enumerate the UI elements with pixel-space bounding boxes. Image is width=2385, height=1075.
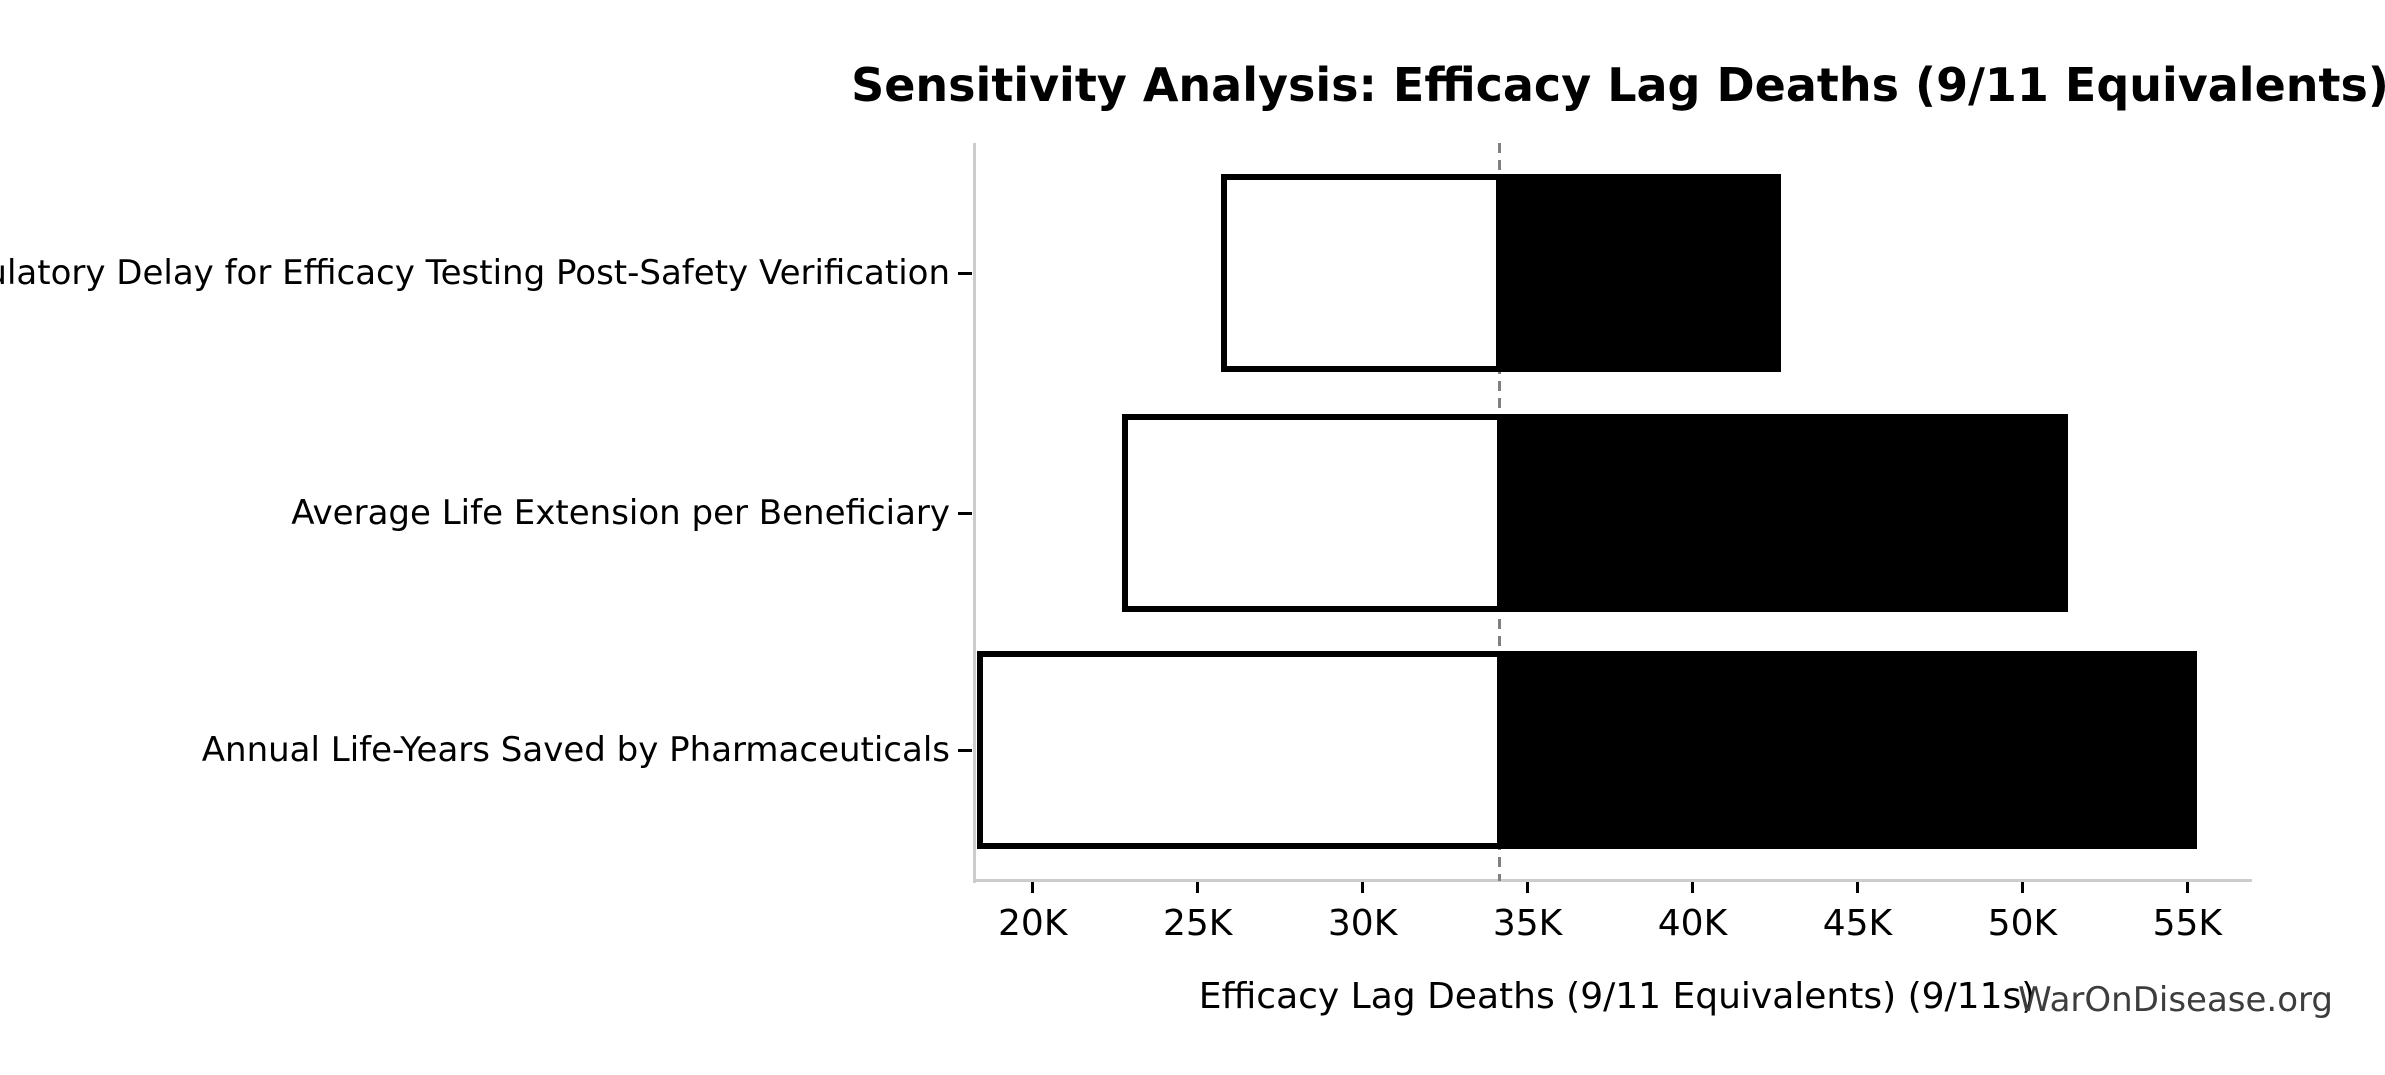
- x-tick-mark: [2185, 882, 2189, 893]
- y-tick-mark: [958, 271, 972, 275]
- x-tick-mark: [2020, 882, 2024, 893]
- bar-low-segment: [1122, 414, 1503, 612]
- x-axis-spine: [973, 879, 2252, 882]
- x-tick-label: 20K: [998, 903, 1068, 944]
- x-axis-label: Efficacy Lag Deaths (9/11 Equivalents) (…: [1198, 976, 2036, 1017]
- watermark-text: WarOnDisease.org: [2018, 980, 2333, 1020]
- x-tick-label: 55K: [2152, 903, 2223, 944]
- x-tick-label: 30K: [1327, 903, 1398, 944]
- y-tick-mark: [958, 511, 972, 515]
- x-tick-label: 50K: [1987, 903, 2058, 944]
- x-tick-mark: [1690, 882, 1694, 893]
- x-tick-mark: [1526, 882, 1530, 893]
- y-axis-spine: [973, 143, 976, 883]
- bar-low-segment: [976, 651, 1503, 849]
- y-axis-category-label: Regulatory Delay for Efficacy Testing Po…: [0, 253, 950, 293]
- x-tick-label: 40K: [1657, 903, 1728, 944]
- y-tick-mark: [958, 748, 972, 752]
- y-axis-category-label: Average Life Extension per Beneficiary: [291, 493, 950, 533]
- x-tick-mark: [1361, 882, 1365, 893]
- y-axis-category-label: Annual Life-Years Saved by Pharmaceutica…: [201, 730, 950, 770]
- bar-high-segment: [1496, 414, 2069, 612]
- x-tick-label: 45K: [1822, 903, 1893, 944]
- x-tick-label: 25K: [1162, 903, 1233, 944]
- chart-title: Sensitivity Analysis: Efficacy Lag Death…: [851, 58, 2385, 112]
- x-tick-label: 35K: [1492, 903, 1563, 944]
- x-tick-mark: [1031, 882, 1035, 893]
- x-tick-mark: [1196, 882, 1200, 893]
- bar-high-segment: [1496, 174, 1782, 372]
- bar-low-segment: [1221, 174, 1503, 372]
- bar-high-segment: [1496, 651, 2197, 849]
- x-tick-mark: [1855, 882, 1859, 893]
